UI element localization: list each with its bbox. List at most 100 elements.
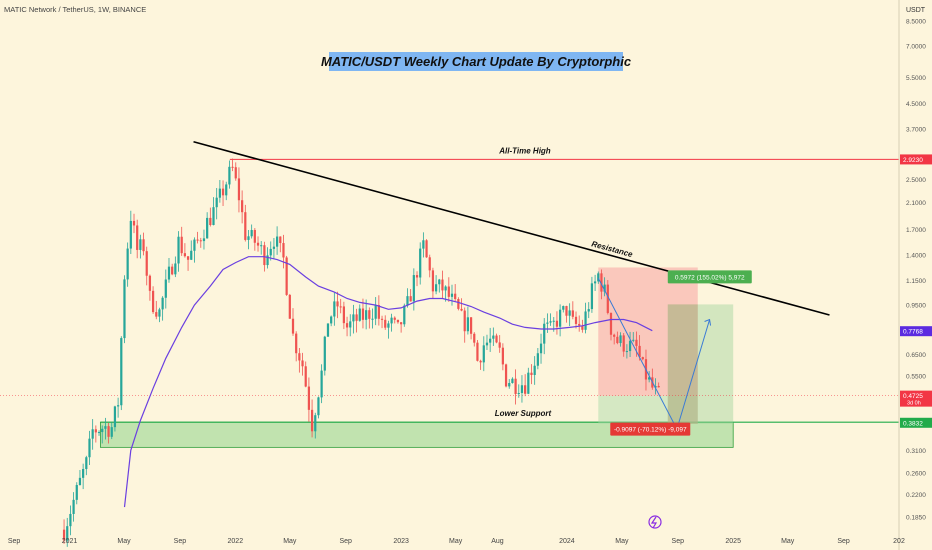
- candle-body: [609, 312, 613, 335]
- candle: [412, 268, 415, 311]
- candle: [441, 270, 444, 299]
- candle: [549, 313, 552, 326]
- candle: [307, 377, 311, 422]
- candle: [603, 277, 606, 297]
- candle: [565, 305, 568, 323]
- time-tick-label: May: [283, 538, 297, 545]
- candle: [101, 425, 104, 444]
- candle-body: [228, 166, 231, 185]
- candle-body: [333, 301, 336, 317]
- candle-body: [511, 378, 514, 384]
- candle-body: [295, 333, 298, 354]
- candle-body: [85, 457, 88, 470]
- moving-average-line: [123, 256, 653, 508]
- candle-body: [603, 284, 606, 292]
- candle: [539, 333, 543, 364]
- price-tag-label: 0.7768: [903, 329, 923, 336]
- candle-body: [266, 255, 269, 266]
- candle-body: [428, 257, 431, 271]
- candles: [62, 158, 660, 547]
- candle-body: [336, 301, 339, 307]
- time-tick-label: May: [781, 538, 795, 545]
- candle: [275, 226, 279, 255]
- candle: [638, 335, 641, 361]
- candle: [377, 295, 380, 326]
- candle: [368, 307, 371, 329]
- candle-body: [196, 239, 199, 241]
- candle: [202, 229, 206, 250]
- short-drop-label: -0.9097 (-70.12%) -9,097: [614, 427, 687, 434]
- time-tick-label: 2025: [725, 538, 741, 545]
- candle: [361, 298, 365, 329]
- candle: [330, 315, 333, 327]
- candle: [72, 492, 75, 522]
- candle: [578, 315, 581, 332]
- price-tick-label: 0.1850: [906, 515, 926, 522]
- candle-body: [657, 385, 660, 388]
- candle: [365, 299, 368, 330]
- candle-body: [635, 339, 638, 346]
- long-gain-label: 0.5972 (155.02%) 5,972: [675, 274, 745, 281]
- candle-body: [441, 279, 444, 291]
- candle: [129, 210, 132, 255]
- candle: [241, 190, 244, 224]
- candle: [301, 352, 304, 376]
- candle-body: [183, 253, 187, 257]
- candle-body: [463, 310, 466, 332]
- candle: [120, 336, 123, 411]
- candle: [183, 243, 187, 258]
- candle: [177, 231, 180, 272]
- candle-body: [94, 429, 97, 433]
- price-axis: USDT 8.5000 7.0000 5.5000 4.5000 3.7000 2.500…: [898, 0, 932, 550]
- candle-body: [275, 236, 279, 247]
- candle-body: [177, 236, 180, 264]
- time-tick-label: 2024: [559, 538, 575, 545]
- candle: [654, 378, 657, 395]
- candle-body: [120, 338, 123, 406]
- candle-body: [562, 306, 565, 310]
- candle: [403, 303, 406, 327]
- candle: [218, 179, 221, 203]
- candle-body: [358, 308, 361, 321]
- candle: [272, 237, 276, 259]
- candle-body: [161, 297, 164, 310]
- candle-body: [352, 314, 355, 322]
- candle-body: [533, 365, 536, 375]
- price-tick-label: 0.5500: [906, 373, 926, 380]
- candle-body: [546, 322, 549, 324]
- candle-body: [330, 316, 333, 324]
- candle-body: [422, 240, 425, 249]
- price-tick-label: 0.2200: [906, 492, 926, 499]
- candle-body: [272, 246, 276, 249]
- candle-body: [136, 225, 139, 250]
- candle-body: [377, 305, 380, 319]
- candle-body: [371, 318, 374, 320]
- candle: [425, 239, 428, 258]
- candle: [632, 332, 635, 343]
- candle-body: [113, 406, 117, 428]
- candle: [479, 359, 482, 370]
- price-tag-label: 0.3832: [903, 420, 923, 427]
- candle-body: [600, 273, 603, 292]
- candle-body: [597, 273, 600, 282]
- candle: [597, 271, 600, 284]
- replay-icon[interactable]: [648, 515, 662, 529]
- lower-support-label: Lower Support: [495, 409, 552, 418]
- candle: [320, 364, 323, 404]
- candle-body: [260, 245, 263, 247]
- candle: [336, 291, 339, 319]
- candle: [476, 340, 479, 362]
- candle-body: [454, 293, 457, 300]
- candle: [212, 197, 215, 226]
- candle-body: [116, 405, 120, 407]
- candle-body: [387, 323, 390, 328]
- price-tag: [900, 326, 932, 337]
- candle: [94, 425, 97, 443]
- candle-body: [253, 230, 256, 243]
- candle-body: [495, 335, 498, 343]
- candle: [82, 463, 85, 490]
- candle: [107, 422, 110, 444]
- candle-body: [438, 279, 441, 285]
